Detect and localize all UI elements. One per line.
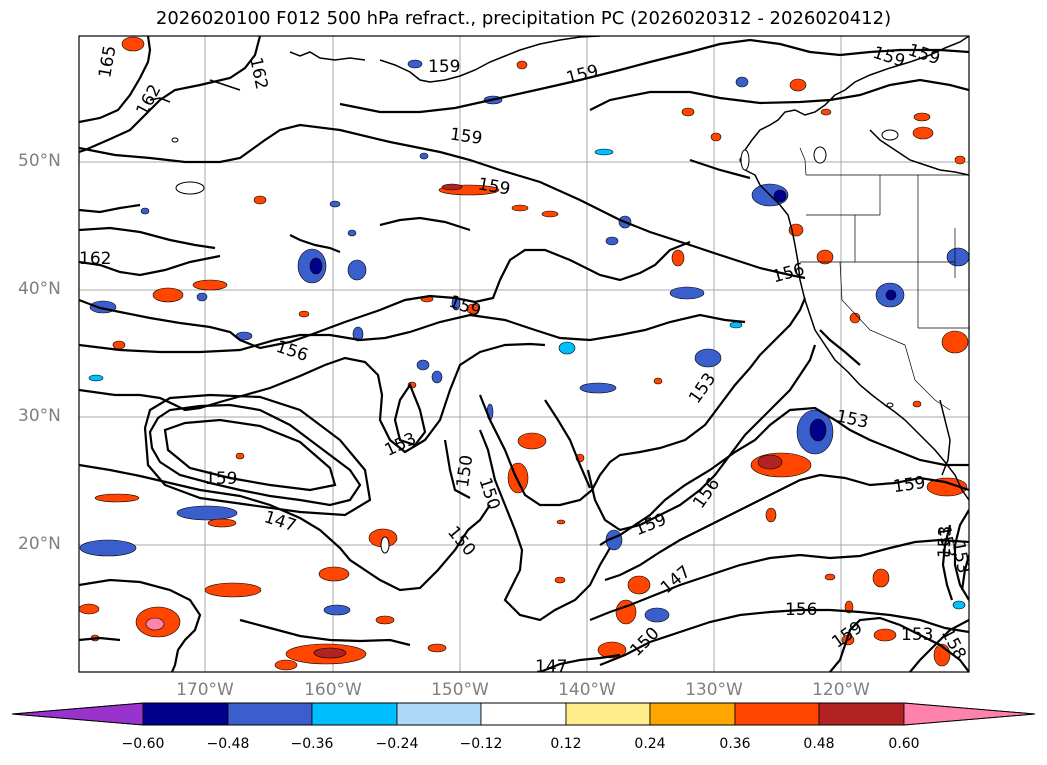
contour-label: 153 — [935, 525, 956, 558]
lat-label: 40°N — [18, 279, 61, 299]
colorbar-tick-label: −0.48 — [206, 736, 250, 752]
map-title: 2026020100 F012 500 hPa refract., precip… — [155, 8, 892, 29]
colorbar-bin — [142, 702, 229, 726]
refractivity-contours — [79, 36, 969, 672]
contour-label: 159 — [892, 473, 927, 497]
colorbar-bin — [734, 702, 820, 726]
contour-label: 159 — [205, 469, 237, 489]
contour-label: 153 — [948, 540, 973, 575]
colorbar-tick-label: 0.60 — [888, 736, 920, 752]
islands — [171, 129, 899, 554]
colorbar-tick-label: 0.36 — [719, 736, 751, 752]
colorbar — [11, 702, 1036, 726]
contour-label: 156 — [785, 600, 817, 620]
colorbar-bin — [818, 702, 905, 726]
contour-label: 162 — [79, 249, 111, 269]
contour-label: 159 — [449, 125, 484, 149]
colorbar-bin — [311, 702, 398, 726]
plot-frame — [78, 35, 970, 673]
colorbar-bin — [227, 702, 313, 726]
colorbar-bin — [480, 702, 567, 726]
colorbar-tick-label: −0.24 — [375, 736, 419, 752]
contour-label: 147 — [535, 657, 567, 677]
precip-negative-patches — [79, 59, 969, 623]
colorbar-tick-label: −0.12 — [459, 736, 503, 752]
lat-label: 30°N — [18, 406, 61, 426]
colorbar-tick-label: −0.60 — [121, 736, 165, 752]
colorbar-bin — [396, 702, 482, 726]
lat-label: 50°N — [18, 151, 61, 171]
lon-label: 140°W — [558, 680, 616, 700]
lon-label: 160°W — [304, 680, 362, 700]
colorbar-bin — [649, 702, 736, 726]
colorbar-tick-label: 0.48 — [803, 736, 835, 752]
lon-label: 150°W — [431, 680, 489, 700]
colorbar-min-extend — [11, 702, 144, 726]
contour-label: 159 — [428, 57, 460, 77]
lat-label: 20°N — [18, 534, 61, 554]
colorbar-tick-label: 0.24 — [634, 736, 666, 752]
lon-label: 130°W — [685, 680, 743, 700]
precip-positive-patches — [79, 36, 969, 671]
colorbar-tick-label: −0.36 — [290, 736, 334, 752]
colorbar-tick-label: 0.12 — [550, 736, 582, 752]
lon-label: 170°W — [176, 680, 234, 700]
lon-label: 120°W — [812, 680, 870, 700]
contour-label: 153 — [901, 625, 933, 645]
political-borders — [799, 147, 969, 411]
contour-label: 150 — [453, 454, 477, 489]
colorbar-max-extend — [903, 702, 1036, 726]
plot-area — [79, 36, 969, 672]
colorbar-bin — [565, 702, 651, 726]
